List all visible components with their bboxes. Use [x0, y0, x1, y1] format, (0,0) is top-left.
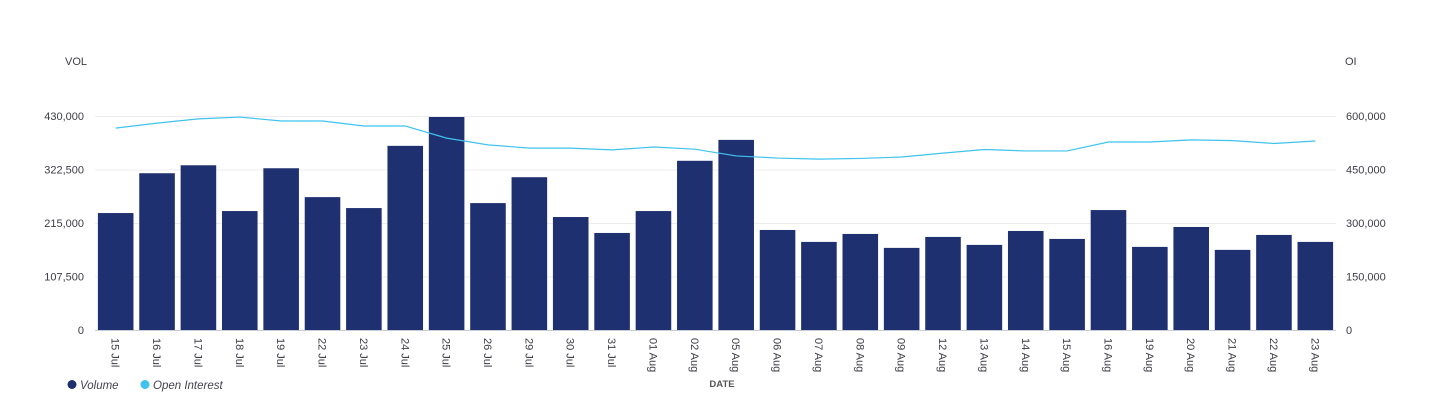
- x-tick-label: 25 Jul: [440, 338, 452, 367]
- volume-bar[interactable]: [552, 217, 589, 330]
- x-tick-label: 08 Aug: [853, 338, 865, 372]
- x-tick-label: 23 Jul: [357, 338, 369, 367]
- legend: Volume Open Interest: [67, 380, 224, 392]
- right-tick-label: 150,000: [1346, 272, 1386, 284]
- x-tick-label: 31 Jul: [605, 338, 617, 367]
- right-axis-title: OI: [1345, 56, 1357, 68]
- left-tick-label: 430,000: [44, 111, 84, 123]
- left-tick-label: 215,000: [44, 218, 84, 230]
- volume-bar[interactable]: [221, 211, 258, 330]
- left-tick-label: 107,500: [44, 272, 84, 284]
- x-tick-label: 20 Aug: [1184, 338, 1196, 372]
- x-tick-label: 15 Jul: [109, 338, 121, 367]
- volume-bar[interactable]: [387, 145, 424, 330]
- x-tick-label: 09 Aug: [895, 338, 907, 372]
- x-tick-label: 22 Aug: [1267, 338, 1279, 372]
- right-tick-label: 300,000: [1346, 218, 1386, 230]
- open-interest-line: [115, 116, 1316, 160]
- volume-bar[interactable]: [1007, 230, 1044, 330]
- x-tick-label: 16 Aug: [1101, 338, 1113, 372]
- x-tick-label: 14 Aug: [1019, 338, 1031, 372]
- gridlines: [95, 116, 1336, 278]
- legend-item-volume[interactable]: Volume: [67, 380, 119, 392]
- x-tick-label: 05 Aug: [729, 338, 741, 372]
- x-tick-label: 17 Jul: [191, 338, 203, 367]
- volume-bar[interactable]: [718, 139, 754, 330]
- volume-bar[interactable]: [677, 160, 713, 330]
- volume-bar[interactable]: [346, 208, 382, 330]
- x-axis-ticks: 15 Jul 16 Jul 17 Jul 18 Jul 19 Jul 22 Jul 23 J…: [109, 338, 1321, 372]
- volume-bar[interactable]: [139, 173, 175, 330]
- x-tick-label: 19 Aug: [1143, 338, 1155, 372]
- x-tick-label: 01 Aug: [646, 338, 658, 372]
- open-interest-legend-dot-icon: [140, 380, 150, 389]
- x-tick-label: 23 Aug: [1308, 338, 1320, 372]
- volume-bar[interactable]: [1214, 249, 1251, 330]
- volume-bar[interactable]: [925, 236, 961, 330]
- legend-label-volume: Volume: [80, 380, 119, 392]
- x-tick-label: 16 Jul: [150, 338, 162, 367]
- volume-bar[interactable]: [1132, 246, 1168, 330]
- x-tick-label: 18 Jul: [233, 338, 245, 367]
- x-tick-label: 15 Aug: [1060, 338, 1072, 372]
- x-tick-label: 19 Jul: [274, 338, 286, 367]
- volume-bar[interactable]: [1049, 238, 1085, 330]
- volume-bar[interactable]: [635, 211, 672, 330]
- volume-bar[interactable]: [428, 116, 465, 330]
- x-tick-label: 02 Aug: [688, 338, 700, 372]
- x-tick-label: 30 Jul: [564, 338, 576, 367]
- volume-bar[interactable]: [842, 233, 879, 330]
- x-tick-label: 26 Jul: [481, 338, 493, 367]
- volume-bar[interactable]: [1256, 234, 1292, 330]
- volume-bar[interactable]: [304, 197, 341, 330]
- volume-bar[interactable]: [1173, 226, 1210, 330]
- volume-bar[interactable]: [966, 244, 1003, 330]
- volume-bar[interactable]: [180, 165, 217, 330]
- volume-bar[interactable]: [883, 247, 920, 330]
- volume-bar[interactable]: [1090, 210, 1127, 330]
- volume-bar[interactable]: [470, 203, 506, 330]
- x-tick-label: 21 Aug: [1226, 338, 1238, 372]
- right-tick-label: 450,000: [1346, 165, 1386, 177]
- legend-item-open-interest[interactable]: Open Interest: [140, 380, 224, 392]
- volume-bar[interactable]: [801, 241, 837, 330]
- volume-bar[interactable]: [97, 213, 134, 330]
- right-tick-label: 0: [1346, 325, 1352, 337]
- volume-bar[interactable]: [759, 229, 796, 330]
- x-tick-label: 12 Aug: [936, 338, 948, 372]
- volume-bar[interactable]: [511, 177, 548, 330]
- volume-legend-dot-icon: [67, 380, 77, 389]
- x-tick-label: 29 Jul: [522, 338, 534, 367]
- x-tick-label: 24 Jul: [398, 338, 410, 367]
- x-tick-label: 13 Aug: [977, 338, 989, 372]
- left-axis-ticks: 0 107,500 215,000 322,500 430,000: [44, 111, 84, 337]
- left-axis-title: VOL: [65, 56, 87, 68]
- left-tick-label: 0: [78, 325, 84, 337]
- x-tick-label: 22 Jul: [316, 338, 328, 367]
- x-tick-label: 06 Aug: [771, 338, 783, 372]
- volume-bar[interactable]: [1297, 241, 1334, 330]
- volume-bar[interactable]: [263, 168, 299, 330]
- right-tick-label: 600,000: [1346, 111, 1386, 123]
- open-interest-series-line: [115, 116, 1316, 160]
- x-tick-label: 07 Aug: [812, 338, 824, 372]
- x-axis-title: DATE: [709, 379, 734, 390]
- volume-bars: [97, 116, 1334, 330]
- right-axis-ticks: 0 150,000 300,000 450,000 600,000: [1346, 111, 1386, 337]
- legend-label-open-interest: Open Interest: [153, 380, 223, 392]
- left-tick-label: 322,500: [44, 165, 84, 177]
- volume-bar[interactable]: [594, 232, 630, 330]
